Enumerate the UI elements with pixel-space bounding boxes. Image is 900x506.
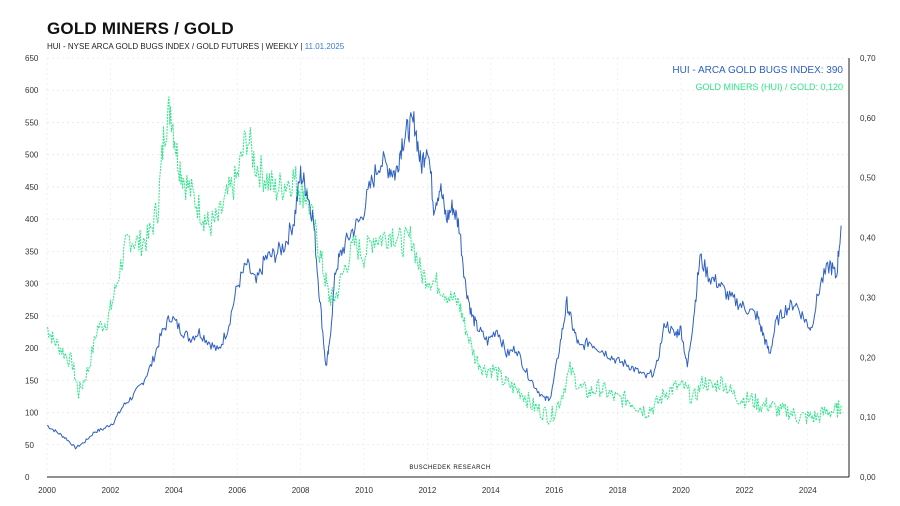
series-layer (46, 96, 842, 450)
y-left-tick-label: 350 (25, 247, 39, 256)
x-tick-label: 2016 (545, 486, 563, 495)
y-left-tick-label: 300 (25, 280, 39, 289)
y-right-tick-label: 0,40 (860, 234, 876, 243)
subtitle-date: 11.01.2025 (304, 42, 345, 51)
series-line-hui (46, 111, 842, 450)
y-left-tick-label: 150 (25, 376, 39, 385)
x-tick-label: 2012 (418, 486, 436, 495)
chart-subtitle: HUI - NYSE ARCA GOLD BUGS INDEX / GOLD F… (47, 42, 344, 51)
y-right-tick-label: 0,70 (860, 54, 876, 63)
chart-title: GOLD MINERS / GOLD (47, 19, 234, 38)
x-tick-label: 2014 (482, 486, 500, 495)
y-left-tick-label: 600 (25, 86, 39, 95)
x-tick-label: 2018 (609, 486, 627, 495)
y-left-tick-label: 100 (25, 409, 39, 418)
y-left-tick-label: 650 (25, 54, 39, 63)
y-right-tick-label: 0,50 (860, 174, 876, 183)
y-right-tick-label: 0,30 (860, 293, 876, 302)
y-right-tick-label: 0,00 (860, 473, 876, 482)
x-tick-label: 2020 (672, 486, 690, 495)
y-left-tick-label: 450 (25, 183, 39, 192)
x-tick-label: 2006 (228, 486, 246, 495)
legend-hui: HUI - ARCA GOLD BUGS INDEX: 390 (672, 65, 843, 76)
x-tick-label: 2002 (102, 486, 120, 495)
y-left-tick-label: 400 (25, 215, 39, 224)
x-tick-label: 2008 (292, 486, 310, 495)
series-line-ratio (46, 96, 842, 425)
y-left-tick-label: 50 (25, 441, 34, 450)
x-tick-label: 2000 (38, 486, 56, 495)
x-tick-label: 2010 (355, 486, 373, 495)
y-left-tick-label: 0 (25, 473, 30, 482)
y-right-tick-label: 0,60 (860, 114, 876, 123)
y-right-tick-label: 0,10 (860, 413, 876, 422)
x-tick-label: 2004 (165, 486, 183, 495)
credit-label: BUSCHEDEK RESEARCH (409, 465, 490, 471)
x-tick-label: 2024 (799, 486, 817, 495)
y-right-tick-label: 0,20 (860, 353, 876, 362)
y-left-tick-label: 550 (25, 118, 39, 127)
subtitle-text: HUI - NYSE ARCA GOLD BUGS INDEX / GOLD F… (47, 42, 305, 51)
y-left-tick-label: 200 (25, 344, 39, 353)
y-left-tick-label: 250 (25, 312, 39, 321)
x-tick-label: 2022 (735, 486, 753, 495)
legend-ratio: GOLD MINERS (HUI) / GOLD: 0,120 (695, 82, 843, 92)
y-left-tick-label: 500 (25, 151, 39, 160)
axes: 0 50 100 150 200 250 300 350 400 450 500 550 600 650 0… (25, 54, 876, 495)
